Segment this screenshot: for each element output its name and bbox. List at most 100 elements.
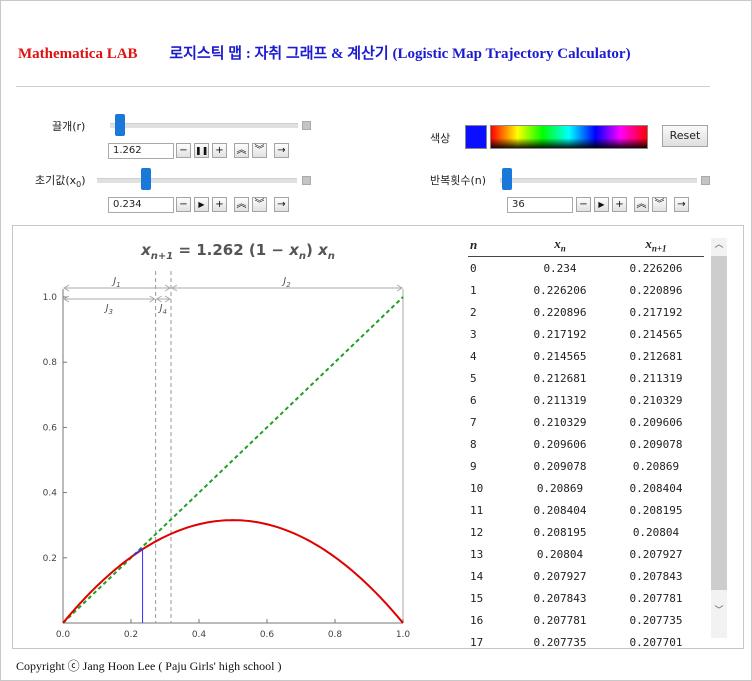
- color-gradient-picker[interactable]: [490, 125, 648, 149]
- iterations-slider-thumb[interactable]: [501, 168, 512, 190]
- y-tick-label: 0.4: [43, 489, 58, 499]
- table-row: 1 0.226206 0.220896: [468, 279, 704, 301]
- table-row: 4 0.214565 0.212681: [468, 345, 704, 367]
- row-n-cell: 11: [470, 503, 484, 517]
- table-scrollbar[interactable]: ︿ ﹀: [711, 238, 727, 638]
- x0-faster-button[interactable]: ︽: [234, 197, 249, 212]
- x0-direction-button[interactable]: →: [274, 197, 289, 212]
- row-xn-cell: 0.208195: [533, 525, 587, 539]
- table-row: 8 0.209606 0.209078: [468, 433, 704, 455]
- table-row: 16 0.207781 0.207735: [468, 609, 704, 631]
- row-xn-cell: 0.220896: [533, 305, 587, 319]
- r-decrement-button[interactable]: −: [176, 143, 191, 158]
- row-xn-cell: 0.207927: [533, 569, 587, 583]
- row-xn-cell: 0.226206: [533, 283, 587, 297]
- row-xn1-cell: 0.207781: [629, 591, 683, 605]
- x0-slider-thumb[interactable]: [141, 168, 152, 190]
- row-xn-cell: 0.207843: [533, 591, 587, 605]
- iterations-direction-button[interactable]: →: [674, 197, 689, 212]
- x0-slider-track[interactable]: [97, 178, 297, 183]
- row-xn-cell: 0.207781: [533, 613, 587, 627]
- row-n-cell: 13: [470, 547, 484, 561]
- row-xn-cell: 0.20869: [536, 481, 584, 495]
- table-row: 5 0.212681 0.211319: [468, 367, 704, 389]
- row-n-cell: 12: [470, 525, 484, 539]
- chart-title: xn+1 = 1.262 (1 − xn) xn: [140, 241, 335, 262]
- row-xn-cell: 0.212681: [533, 371, 587, 385]
- r-faster-button[interactable]: ︽: [234, 143, 249, 158]
- r-slower-button[interactable]: ︾: [252, 143, 267, 158]
- page-title: 로지스틱 맵 : 자취 그래프 & 계산기 (Logistic Map Traj…: [169, 46, 631, 62]
- row-xn-cell: 0.210329: [533, 415, 587, 429]
- row-n-cell: 8: [470, 437, 477, 451]
- x-tick-label: 0.2: [124, 630, 138, 640]
- r-direction-button[interactable]: →: [274, 143, 289, 158]
- iterations-faster-button[interactable]: ︽: [634, 197, 649, 212]
- iterations-slider-toggle[interactable]: [701, 176, 710, 185]
- interval-J2-right-arrow: [396, 284, 403, 292]
- x0-decrement-button[interactable]: −: [176, 197, 191, 212]
- r-value-field[interactable]: 1.262: [108, 143, 174, 159]
- x0-play-button[interactable]: ▶: [194, 197, 209, 212]
- row-xn-cell: 0.214565: [533, 349, 587, 363]
- reset-button[interactable]: Reset: [662, 125, 708, 147]
- x-tick-label: 0.6: [260, 630, 275, 640]
- header-divider: [16, 86, 710, 87]
- iterations-slower-button[interactable]: ︾: [652, 197, 667, 212]
- interval-J1-right-arrow: [164, 284, 171, 292]
- table-row: 0 0.234 0.226206: [468, 257, 704, 280]
- table-row: 7 0.210329 0.209606: [468, 411, 704, 433]
- row-xn1-cell: 0.208404: [629, 481, 683, 495]
- row-n-cell: 14: [470, 569, 484, 583]
- row-n-cell: 0: [470, 261, 477, 275]
- r-increment-button[interactable]: +: [212, 143, 227, 158]
- iterations-play-button[interactable]: ▶: [594, 197, 609, 212]
- row-xn-cell: 0.207735: [533, 635, 587, 647]
- row-xn1-cell: 0.20869: [632, 459, 680, 473]
- x-tick-label: 1.0: [396, 630, 411, 640]
- r-slider-track[interactable]: [110, 123, 298, 128]
- x0-value-field[interactable]: 0.234: [108, 197, 174, 213]
- y-tick-label: 1.0: [43, 293, 58, 303]
- r-slider-thumb[interactable]: [115, 114, 126, 136]
- row-xn1-cell: 0.217192: [629, 305, 683, 319]
- interval-J4-label: J4: [158, 303, 167, 316]
- row-xn1-cell: 0.207735: [629, 613, 683, 627]
- row-xn1-cell: 0.20804: [632, 525, 680, 539]
- r-slider-toggle[interactable]: [302, 121, 311, 130]
- table-row: 17 0.207735 0.207701: [468, 631, 704, 647]
- interval-J4-right-arrow: [164, 295, 171, 303]
- table-row: 15 0.207843 0.207781: [468, 587, 704, 609]
- iterations-slider-track[interactable]: [500, 178, 697, 183]
- row-n-cell: 15: [470, 591, 484, 605]
- row-n-cell: 6: [470, 393, 477, 407]
- row-n-cell: 7: [470, 415, 477, 429]
- iterations-increment-button[interactable]: +: [612, 197, 627, 212]
- interval-J1-label: J1: [111, 276, 120, 289]
- table-row: 9 0.209078 0.20869: [468, 455, 704, 477]
- row-xn1-cell: 0.226206: [629, 261, 683, 275]
- iterations-decrement-button[interactable]: −: [576, 197, 591, 212]
- row-xn1-cell: 0.207701: [629, 635, 683, 647]
- x0-increment-button[interactable]: +: [212, 197, 227, 212]
- row-xn-cell: 0.217192: [533, 327, 587, 341]
- scroll-up-icon[interactable]: ︿: [714, 240, 724, 250]
- x0-slider-toggle[interactable]: [302, 176, 311, 185]
- interval-J2-left-arrow: [171, 284, 178, 292]
- x0-slower-button[interactable]: ︾: [252, 197, 267, 212]
- color-swatch[interactable]: [465, 125, 487, 149]
- row-n-cell: 10: [470, 481, 484, 495]
- scroll-down-icon[interactable]: ﹀: [714, 606, 724, 616]
- scrollbar-thumb[interactable]: [711, 256, 727, 590]
- row-n-cell: 1: [470, 283, 477, 297]
- output-panel: xn+1 = 1.262 (1 − xn) xn 0.0 0.2 0.4 0.6 0.8…: [12, 225, 744, 649]
- table-row: 10 0.20869 0.208404: [468, 477, 704, 499]
- col-header-n: n: [468, 234, 512, 257]
- iterations-value-field[interactable]: 36: [507, 197, 573, 213]
- row-n-cell: 4: [470, 349, 477, 363]
- app-header: Mathematica LAB 로지스틱 맵 : 자취 그래프 & 계산기 (L…: [18, 42, 631, 63]
- r-pause-button[interactable]: ❚❚: [194, 143, 209, 158]
- table-row: 14 0.207927 0.207843: [468, 565, 704, 587]
- interval-J2-label: J2: [281, 276, 291, 289]
- lab-title: Mathematica LAB: [18, 46, 138, 62]
